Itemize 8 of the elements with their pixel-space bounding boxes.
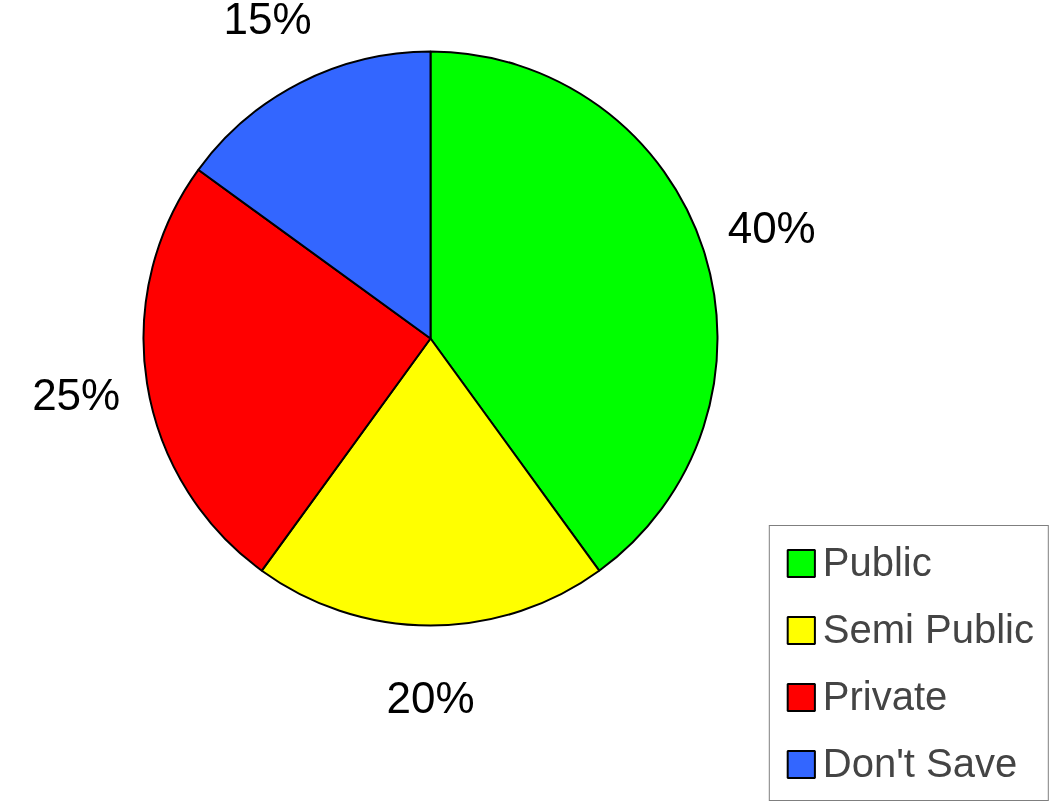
data-label: 20% bbox=[386, 672, 475, 722]
data-label: 25% bbox=[32, 370, 121, 420]
data-label: 15% bbox=[223, 0, 312, 44]
legend-label: Don't Save bbox=[822, 741, 1018, 786]
legend-label: Private bbox=[822, 674, 948, 719]
data-label: 40% bbox=[727, 203, 816, 253]
legend-label: Public bbox=[822, 540, 932, 585]
legend-label: Semi Public bbox=[822, 607, 1034, 652]
